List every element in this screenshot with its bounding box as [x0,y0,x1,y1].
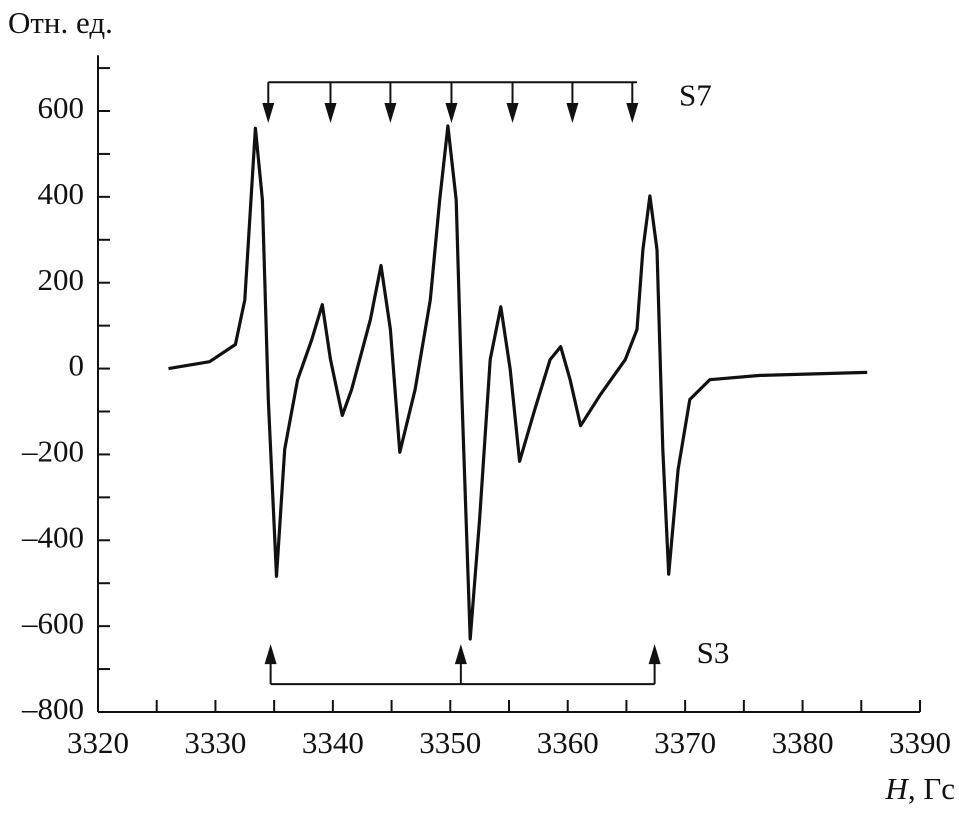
y-tick-label: 200 [38,262,85,297]
y-tick-label: –800 [21,691,84,726]
x-tick-label: 3330 [184,725,246,760]
arrow-head [264,644,277,665]
x-tick-label: 3370 [654,725,716,760]
arrow-head [506,103,519,124]
arrow-head [384,103,397,124]
y-tick-label: 0 [69,348,85,383]
x-tick-label: 3380 [772,725,834,760]
arrow-head [324,103,337,124]
comb-label: S3 [697,635,730,670]
arrow-head [648,644,661,665]
y-tick-label: –400 [21,519,84,554]
arrow-head [454,644,467,665]
x-tick-label: 3340 [302,725,364,760]
arrow-head [445,103,458,124]
y-axis-label: Отн. ед. [8,5,113,40]
x-axis-label: H, Гс [884,771,955,806]
y-tick-label: 400 [38,176,85,211]
spectrum-line [168,124,868,641]
arrow-head [626,103,639,124]
x-tick-label: 3350 [419,725,481,760]
x-tick-label: 3320 [67,725,129,760]
x-tick-label: 3390 [889,725,951,760]
x-axis-symbol: H [884,771,909,806]
arrow-head [566,103,579,124]
y-tick-label: –200 [21,434,84,469]
x-tick-label: 3360 [537,725,599,760]
x-axis-unit: , Гс [908,771,955,806]
y-tick-label: –600 [21,605,84,640]
comb-label: S7 [679,77,712,112]
arrow-head [262,103,275,124]
y-tick-label: 600 [38,90,85,125]
